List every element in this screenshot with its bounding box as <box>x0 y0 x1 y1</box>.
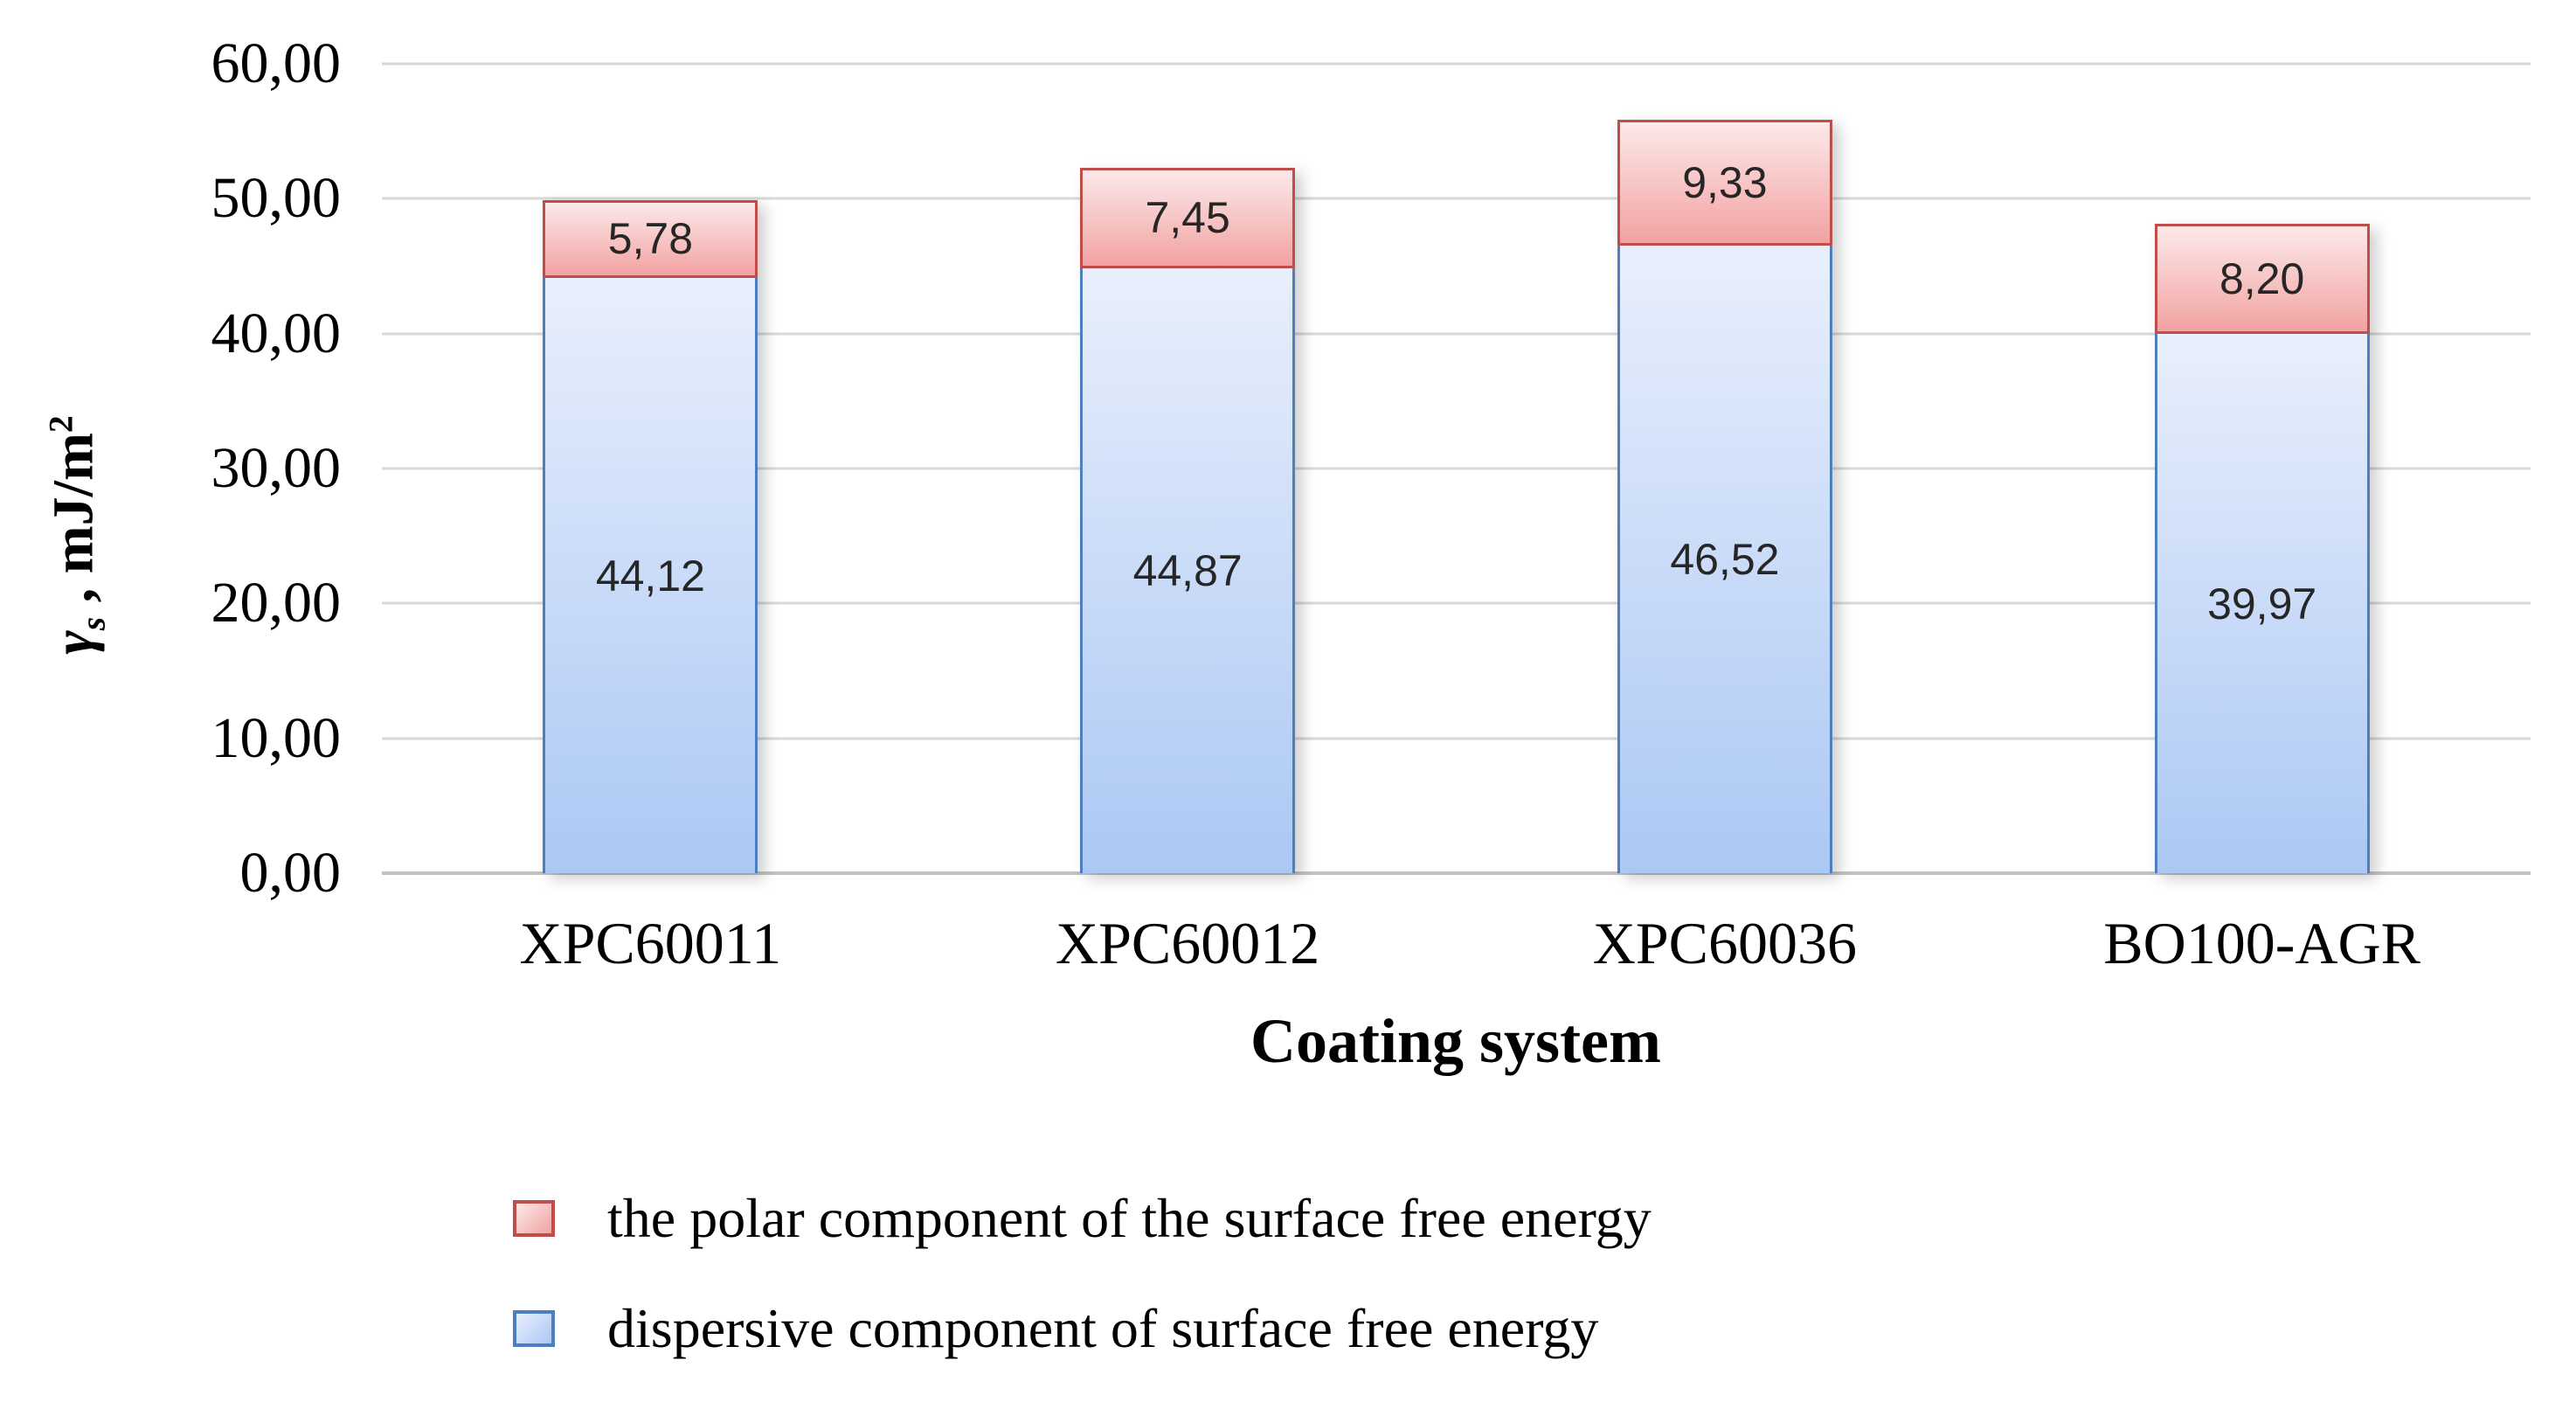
bar-value-label: 44,87 <box>1132 545 1243 595</box>
bar-value-label: 44,12 <box>595 551 705 600</box>
bar-value-label: 39,97 <box>2207 579 2317 628</box>
bar-value-label: 5,78 <box>607 214 694 264</box>
bar-segment-dispersive: 39,97 <box>2154 334 2370 873</box>
y-tick-label: 40,00 <box>211 301 342 365</box>
bar-segment-dispersive: 44,12 <box>543 278 758 873</box>
bar-stack-XPC60012: 44,87 7,45 <box>1080 167 1296 873</box>
legend-item-polar: the polar component of the surface free … <box>513 1186 1652 1251</box>
bar-stack-BO100-AGR: 39,97 8,20 <box>2154 223 2370 873</box>
category-label-XPC60036: XPC60036 <box>1592 910 1858 976</box>
bar-segment-polar: 9,33 <box>1617 120 1832 246</box>
gridline <box>382 601 2531 605</box>
legend-swatch-polar <box>513 1200 555 1237</box>
bar-stack-XPC60011: 44,12 5,78 <box>543 199 758 873</box>
bar-segment-polar: 7,45 <box>1080 167 1296 268</box>
category-label-XPC60011: XPC60011 <box>519 910 782 976</box>
legend-swatch-dispersive <box>513 1310 555 1347</box>
legend-label-polar: the polar component of the surface free … <box>607 1187 1652 1249</box>
bar-value-label: 7,45 <box>1145 193 1230 243</box>
legend-label-dispersive: dispersive component of surface free ene… <box>607 1297 1599 1359</box>
gridline <box>382 62 2531 66</box>
bar-value-label: 9,33 <box>1682 158 1768 208</box>
x-axis-baseline <box>382 871 2531 875</box>
gridline <box>382 197 2531 200</box>
bar-segment-dispersive: 44,87 <box>1080 267 1296 873</box>
bar-stack-XPC60036: 46,52 9,33 <box>1617 120 1832 873</box>
plot-area: 44,12 5,78 44,87 7,45 46,52 9,33 39,97 8,20 <box>382 62 2531 875</box>
y-tick-label: 60,00 <box>211 31 342 95</box>
y-tick-label: 20,00 <box>211 571 342 635</box>
gridline <box>382 332 2531 336</box>
y-axis-title-superscript: 2 <box>41 415 80 434</box>
gridline <box>382 467 2531 470</box>
gridline <box>382 737 2531 740</box>
bar-value-label: 8,20 <box>2219 253 2305 303</box>
y-tick-label: 10,00 <box>211 705 342 770</box>
bar-segment-polar: 5,78 <box>543 199 758 279</box>
bar-segment-dispersive: 46,52 <box>1617 246 1832 873</box>
category-label-BO100-AGR: BO100-AGR <box>2103 910 2420 976</box>
y-tick-label: 0,00 <box>239 841 342 905</box>
y-tick-label: 30,00 <box>211 436 342 500</box>
y-tick-label: 50,00 <box>211 166 342 231</box>
x-axis-title: Coating system <box>1250 1006 1661 1076</box>
legend-item-dispersive: dispersive component of surface free ene… <box>513 1296 1598 1361</box>
category-label-XPC60012: XPC60012 <box>1055 910 1320 976</box>
bar-segment-polar: 8,20 <box>2154 223 2370 335</box>
bar-value-label: 46,52 <box>1670 535 1780 585</box>
